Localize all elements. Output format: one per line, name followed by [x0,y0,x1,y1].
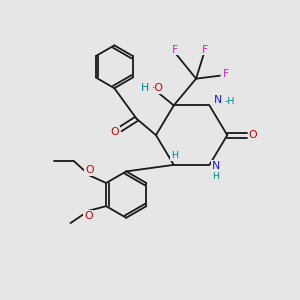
Text: O: O [110,127,118,137]
Text: -H: -H [224,97,235,106]
Text: H: H [212,172,220,181]
Text: F: F [172,44,178,55]
Text: O: O [84,211,93,221]
Text: ·O: ·O [152,83,164,94]
Text: H: H [171,151,178,160]
Text: N: N [214,95,223,105]
Text: F: F [202,44,208,55]
Text: N: N [212,161,220,171]
Text: F: F [223,69,230,79]
Text: O: O [249,130,257,140]
Text: O: O [85,165,94,175]
Text: H: H [141,83,149,94]
